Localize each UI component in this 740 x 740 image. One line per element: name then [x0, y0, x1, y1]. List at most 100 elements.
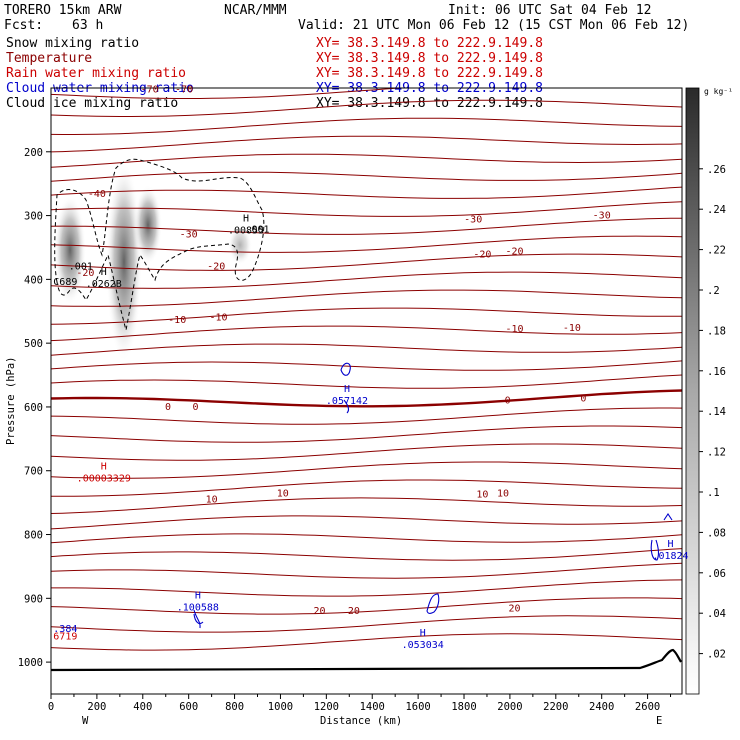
isotherm-label: -20 [473, 249, 491, 260]
isotherm [51, 515, 682, 530]
cloud-water-contour [663, 513, 673, 521]
isotherm-label: -10 [563, 323, 581, 334]
snow-shade-blob [134, 185, 162, 265]
x-tick-label: 2000 [497, 701, 522, 713]
maximum-value: .0262B [86, 279, 122, 290]
colorbar-tick-label: .06 [707, 568, 726, 580]
init-time: Init: 06 UTC Sat 04 Feb 12 [448, 3, 652, 18]
isotherm-label: 10 [497, 489, 509, 500]
isotherm [51, 562, 682, 579]
legend-name-snow: Snow mixing ratio [6, 36, 139, 51]
axes: 0 200 400 600 800 1000 1200 1400 1600 1800 2000 220… [18, 147, 672, 713]
isotherm-label: 0 [580, 394, 586, 405]
colorbar-tick-label: .04 [707, 608, 726, 620]
x-tick-label: 400 [133, 701, 152, 713]
maximum-value: .053034 [402, 640, 444, 651]
y-tick-label: 800 [24, 530, 43, 542]
legend-xy-snow: XY= 38.3.149.8 to 222.9.149.8 [316, 36, 543, 51]
maximum-value: .100588 [177, 603, 219, 614]
legend-xy-cloudice: XY= 38.3.149.8 to 222.9.149.8 [316, 96, 543, 111]
x-tick-label: 2600 [635, 701, 660, 713]
isotherm [51, 479, 682, 497]
colorbar-tick-label: .1 [707, 487, 720, 499]
snow-contour-001 [54, 158, 265, 331]
isotherm-label: -10 [505, 324, 523, 335]
colorbar-ticks: .02 .04 .06 .08 .1 .12 .14 .16 .18 .2 .22 .24 .26 [699, 164, 726, 661]
x-left-end-label: W [82, 715, 89, 727]
isotherm-label: -20 [76, 268, 94, 279]
colorbar-tick-label: .14 [707, 406, 726, 418]
isotherm-label: 20 [508, 604, 520, 615]
x-tick-label: 800 [225, 701, 244, 713]
legend-xy-temperature: XY= 38.3.149.8 to 222.9.149.8 [316, 51, 543, 66]
x-tick-label: 1600 [405, 701, 430, 713]
maximum-value: .00855 [228, 226, 264, 237]
x-tick-label: 0 [48, 701, 54, 713]
isotherm [51, 497, 682, 514]
header: TORERO 15km ARW NCAR/MMM Init: 06 UTC Sa… [4, 3, 689, 33]
isotherm [51, 201, 682, 217]
maximum-marker: H [195, 591, 201, 602]
cloud-water-contour [193, 609, 204, 629]
x-tick-label: 2200 [543, 701, 568, 713]
colorbar-tick-label: .26 [707, 164, 726, 176]
x-axis-label: Distance (km) [320, 715, 402, 727]
isotherm-label: -30 [180, 230, 198, 241]
isotherm [51, 360, 682, 371]
legend-xy-rain: XY= 38.3.149.8 to 222.9.149.8 [316, 66, 543, 81]
isotherm [51, 271, 682, 289]
isotherm [51, 615, 682, 633]
colorbar-tick-label: .02 [707, 649, 726, 661]
x-tick-label: 1000 [268, 701, 293, 713]
legend-name-rain: Rain water mixing ratio [6, 66, 186, 81]
isotherm-label: -20 [505, 246, 523, 257]
isotherm [51, 135, 682, 153]
maximum-marker: H [101, 267, 107, 278]
cloud-water-contour [426, 593, 440, 614]
edge-value-label: C689 [53, 277, 77, 288]
isotherm [51, 343, 682, 356]
y-tick-label: 1000 [18, 657, 43, 669]
cloud-water-contour [650, 539, 660, 561]
isotherm-label: 0 [505, 396, 511, 407]
isotherm [51, 548, 682, 561]
isotherm-label: -20 [207, 262, 225, 273]
snow-shade-blob [228, 225, 252, 265]
maximum-marker: H [243, 214, 249, 225]
isotherm-label: -40 [88, 189, 106, 200]
terrain-line [51, 648, 682, 672]
isotherm [51, 443, 682, 461]
colorbar: g kg⁻¹ .02 .04 .06 .08 .1 .12 .14 .16 .18 .2 .22 .2… [685, 87, 733, 695]
isotherm-label: 0 [165, 402, 171, 413]
isotherm-label: -10 [168, 315, 186, 326]
snow-contour-label: .001 [69, 262, 93, 273]
isotherm [51, 289, 682, 307]
isotherm-label: 10 [277, 489, 289, 500]
model-title: TORERO 15km ARW [4, 3, 122, 18]
isotherm [51, 425, 682, 443]
maximum-value: .00003329 [77, 474, 131, 485]
isotherm [51, 533, 682, 544]
edge-value-label: .384 [53, 624, 77, 635]
isotherm [51, 88, 407, 99]
colorbar-ramp [685, 87, 700, 695]
isotherm [51, 235, 682, 253]
legend-name-temperature: Temperature [6, 51, 92, 66]
snow-contours [54, 158, 265, 331]
plot-area [51, 88, 682, 672]
colorbar-tick-label: .12 [707, 447, 726, 459]
y-tick-label: 300 [24, 211, 43, 223]
isotherm [51, 325, 682, 342]
isotherm [51, 217, 682, 235]
maximum-value: .01824 [652, 551, 688, 562]
isotherm-label: -70 [175, 84, 193, 95]
y-tick-label: 600 [24, 402, 43, 414]
legend: Snow mixing ratio XY= 38.3.149.8 to 222.… [6, 36, 543, 111]
isotherm-label: 10 [476, 489, 488, 500]
y-axis-label: Pressure (hPa) [5, 356, 17, 445]
isotherm [51, 579, 682, 597]
y-tick-label: 400 [24, 274, 43, 286]
snow-shade-blob [54, 195, 86, 305]
x-right-end-label: E [656, 715, 662, 727]
isotherm [51, 253, 682, 271]
